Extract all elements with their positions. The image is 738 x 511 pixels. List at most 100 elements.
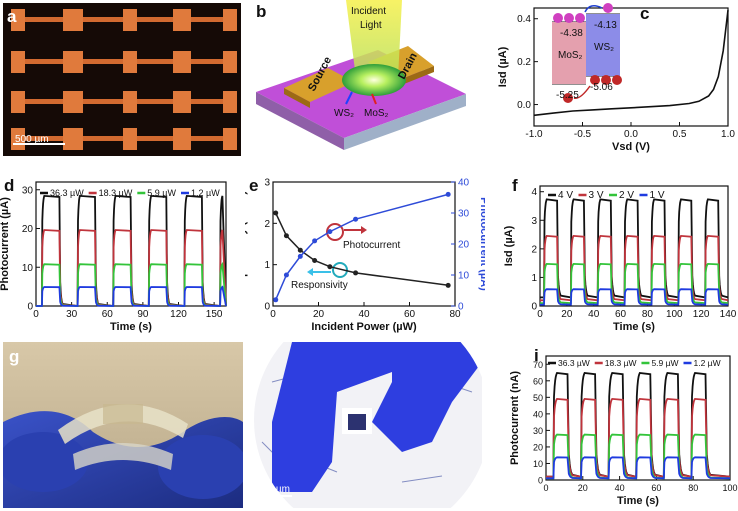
photocurrent-point: [273, 297, 279, 303]
legend-entry: 4 V: [558, 190, 573, 201]
electrode-lead: [137, 99, 173, 104]
legend-entry: 5.9 µW: [147, 188, 176, 198]
responsivity-point: [353, 270, 359, 276]
y-tick-label: 3: [531, 216, 537, 227]
level-mos2-vb: -5.25: [556, 90, 579, 101]
x-tick-label: 1.0: [721, 129, 735, 140]
series-line: [540, 262, 729, 305]
electrode-pad: [173, 128, 191, 150]
y-tick-label: 50: [533, 393, 543, 403]
ws2-label: WS₂: [334, 108, 354, 119]
electrode-lead: [83, 136, 123, 141]
electrode-pad: [11, 51, 25, 73]
photocurrent-point: [312, 238, 318, 244]
device-schematic: Incident Light Source Drain WS₂ MoS₂ b: [256, 0, 466, 150]
y2-tick-label: 40: [458, 178, 470, 189]
y-tick-label: 2: [531, 244, 537, 255]
electrode-lead: [83, 99, 123, 104]
electrode-pad: [123, 128, 137, 150]
panel-label-e: e: [249, 176, 258, 195]
electrode-lead: [137, 59, 173, 64]
y2-tick-label: 20: [458, 240, 470, 251]
series-line: [540, 198, 729, 299]
legend-entry: 36.3 µW: [558, 358, 590, 368]
electrode-lead: [25, 136, 63, 141]
x-tick-label: 0.0: [624, 129, 638, 140]
y-tick-label: 0: [27, 302, 33, 313]
responsivity-annotation: Responsivity: [291, 280, 348, 291]
x-axis-label: Time (s): [110, 321, 152, 333]
photocurrent-point: [283, 272, 289, 278]
y-tick-label: 10: [533, 459, 543, 469]
electrode-pad: [63, 9, 83, 31]
axes-frame: [539, 185, 729, 307]
legend-entry: 1.2 µW: [191, 188, 220, 198]
panel-f: f 0 20 40 60 80 100 120 140 0 1 2 3 4 Time (s) Isd (µA…: [490, 172, 738, 337]
x-tick-label: 0.5: [673, 129, 687, 140]
electrode-pad: [223, 51, 237, 73]
photocurrent-point: [297, 253, 303, 259]
electrode-pad: [123, 91, 137, 113]
electrode-pad: [123, 9, 137, 31]
level-ws2-cb: -4.13: [594, 20, 617, 31]
device-array-on-substrate: [103, 404, 143, 424]
panel-i: i 0 20 40 60 80 100 0 10 20 30 40 50 60 70 Time (s) Pho…: [490, 342, 738, 511]
legend-entry: 18.3 µW: [605, 358, 637, 368]
electrode-pad: [173, 51, 191, 73]
photocurrent-annotation: Photocurrent: [343, 240, 400, 251]
x-tick-label: 20: [578, 483, 588, 493]
photocurrent-point: [353, 216, 359, 222]
series-line: [546, 433, 731, 480]
flexible-substrate: [58, 404, 188, 444]
panel-label-a: a: [7, 7, 17, 26]
x-tick-label: 150: [206, 309, 223, 320]
legend-entry: 2 V: [619, 190, 634, 201]
y-axis-label: Photocurrent (µA): [0, 197, 11, 291]
electrode-lead: [191, 136, 223, 141]
responsivity-point: [312, 258, 318, 264]
legend-entry: 1.2 µW: [694, 358, 721, 368]
series-line: [546, 397, 731, 478]
electron-4: [603, 3, 613, 13]
x-tick-label: 40: [615, 483, 625, 493]
x-axis-label: Vsd (V): [612, 141, 650, 153]
x-axis-label: Time (s): [617, 495, 659, 507]
responsivity-circle: [332, 262, 348, 278]
light-label-2: Light: [360, 20, 382, 31]
x-tick-label: 60: [615, 309, 627, 320]
axes-frame: [545, 355, 731, 481]
x-tick-label: 20: [561, 309, 573, 320]
y-tick-label: 20: [533, 442, 543, 452]
x-tick-label: 0: [270, 309, 276, 320]
substrate-right: [344, 94, 466, 150]
device-array-image: a 500 µm: [3, 3, 241, 156]
panel-label-c: c: [640, 4, 649, 23]
axes-frame: [35, 181, 227, 307]
panel-label-b: b: [256, 2, 266, 21]
series-line: [540, 288, 729, 306]
hole-transfer-arrow: [573, 85, 591, 99]
x-axis-label: Time (s): [613, 321, 655, 333]
chart-i: i 0 20 40 60 80 100 0 10 20 30 40 50 60 70 Time (s) Pho…: [509, 346, 738, 507]
legend-entry: 18.3 µW: [99, 188, 133, 198]
x-tick-label: 140: [720, 309, 737, 320]
inset-mos2-label: MoS₂: [558, 50, 583, 61]
panel-d: d 0 30 60 90 120 150 0 10 20 30 Time (s) Photocurre…: [0, 172, 245, 337]
responsivity-point: [327, 264, 333, 270]
x-axis-label: Incident Power (µW): [311, 321, 417, 333]
y-tick-label: 4: [531, 187, 537, 198]
hole-1: [590, 75, 600, 85]
panel-c: c -1.0 -0.5 0.0 0.5 1.0 0.0 0.2 0.4 Vsd (V) Isd (…: [490, 0, 738, 170]
y2-tick-label: 30: [458, 209, 470, 220]
y-tick-label: 0.2: [517, 57, 531, 68]
photocurrent-point: [327, 229, 333, 235]
electrode-pad: [223, 128, 237, 150]
electrode-lead: [191, 59, 223, 64]
panel-h: h 60 µm: [252, 342, 482, 508]
electrode-lead: [191, 99, 223, 104]
source-electrode: [284, 68, 354, 102]
x-tick-label: 40: [358, 309, 370, 320]
iv-chart: c -1.0 -0.5 0.0 0.5 1.0 0.0 0.2 0.4 Vsd (V) Isd (…: [497, 3, 735, 153]
iv-curve: [533, 10, 729, 117]
x-tick-label: -1.0: [525, 129, 543, 140]
